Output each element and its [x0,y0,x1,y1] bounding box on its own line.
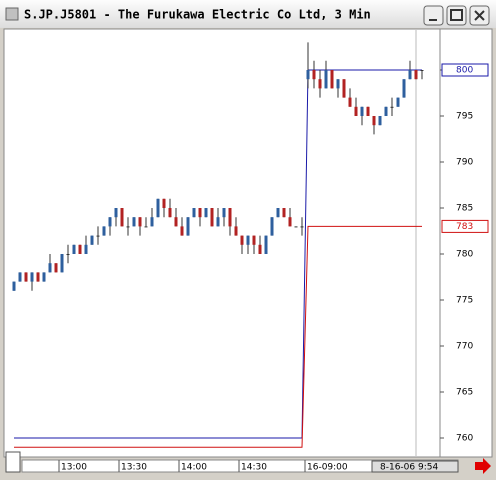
last-value-box [441,63,489,77]
candle-body [204,208,208,218]
x-tick-label: 16-09:00 [307,463,348,473]
y-tick-label: 785 [456,204,473,214]
indicator-line [14,69,422,439]
candle-body [402,79,406,98]
app-icon [5,7,19,21]
x-tick-label: 13:00 [61,463,87,473]
candle-body [162,198,166,208]
candle-body [414,70,418,80]
candle-body [150,217,154,227]
candle-body [48,263,52,273]
candle-body [360,106,364,116]
candle-body [240,235,244,245]
candle-body [342,79,346,98]
candle-body [24,272,28,282]
candle-body [318,79,322,89]
candle-body [354,106,358,116]
scroll-arrow[interactable] [475,458,491,474]
candle-body [390,106,394,108]
close-button[interactable] [469,5,490,26]
cursor-label: 8-16-06 9:54 [380,463,438,473]
candle-body [312,70,316,80]
candle-body [132,217,136,227]
y-tick-label: 790 [456,158,473,168]
candle-body [144,226,148,228]
candle-body [138,217,142,227]
candle-body [228,208,232,227]
candle-body [348,97,352,107]
candle-body [96,235,100,237]
candle-body [114,208,118,218]
candle-body [168,208,172,218]
x-tick-label: 14:00 [181,463,207,473]
candle-body [264,235,268,254]
candle-body [12,281,16,291]
candle-body [120,208,124,227]
candle-body [384,106,388,116]
y-tick-label: 795 [456,112,473,122]
candle-body [246,235,250,245]
candle-body [366,106,370,116]
candle-body [294,226,298,228]
candle-body [192,208,196,218]
candle-body [210,208,214,227]
window-title: S.JP.J5801 - The Furukawa Electric Co Lt… [24,8,371,22]
candle-body [54,263,58,273]
y-tick-label: 780 [456,250,473,260]
candle-body [222,208,226,218]
max-button[interactable] [446,5,467,26]
candle-body [156,198,160,218]
candle-body [396,97,400,107]
candle-body [66,254,70,255]
candle-body [216,217,220,227]
candle-body [102,226,106,236]
last-value-label: 783 [456,222,473,232]
title-bar [0,0,496,28]
candle-body [288,217,292,227]
candle-body [108,217,112,227]
candle-body [90,235,94,245]
candle-body [324,70,328,89]
candle-body [336,79,340,89]
candle-body [378,116,382,126]
candle-body [300,226,304,228]
y-tick-label: 775 [456,296,473,306]
candle-body [234,226,238,236]
candle-body [60,254,64,273]
candle-body [18,272,22,282]
candle-body [180,226,184,236]
candle-body [330,70,334,89]
candle-body [42,272,46,282]
candle-body [372,116,376,126]
candle-body [186,217,190,236]
y-tick-label: 765 [456,388,473,398]
candle-body [270,217,274,236]
candle-body [258,244,262,254]
x-tick-label: 13:30 [121,463,147,473]
candle-body [306,70,310,80]
cursor-label-box [371,460,459,473]
candle-body [198,208,202,218]
last-value-box [441,219,489,233]
candle-body [420,70,424,71]
x-tick-label: 14:30 [241,463,267,473]
y-tick-label: 770 [456,342,473,352]
y-tick-label: 760 [456,434,473,444]
candle-body [282,208,286,218]
candle-body [84,244,88,254]
candle-body [30,272,34,282]
candle-body [408,70,412,80]
indicator-line [14,225,422,448]
candle-body [126,226,130,228]
corner-box[interactable] [5,451,21,473]
min-button[interactable] [423,5,444,26]
candle-body [276,208,280,218]
last-value-label: 800 [456,66,473,76]
candle-body [252,235,256,245]
candle-body [36,272,40,282]
candle-body [174,217,178,227]
candle-body [72,244,76,254]
candle-body [78,244,82,254]
